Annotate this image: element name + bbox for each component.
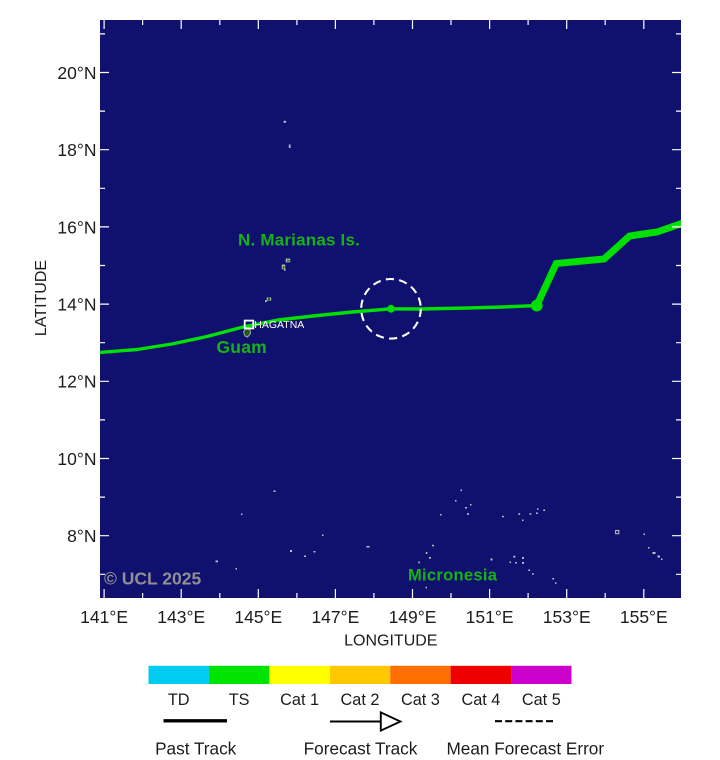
svg-text:14°N: 14°N (57, 295, 96, 315)
svg-text:153°E: 153°E (543, 607, 591, 627)
svg-text:20°N: 20°N (57, 63, 96, 83)
svg-text:N. Marianas Is.: N. Marianas Is. (238, 230, 360, 249)
svg-text:143°E: 143°E (157, 607, 205, 627)
svg-text:145°E: 145°E (234, 607, 282, 627)
svg-text:10°N: 10°N (57, 449, 96, 469)
svg-text:© UCL 2025: © UCL 2025 (104, 568, 201, 588)
svg-text:HAGATNA: HAGATNA (254, 319, 304, 331)
svg-text:16°N: 16°N (57, 217, 96, 237)
svg-text:TD: TD (168, 691, 190, 709)
svg-text:Mean Forecast Error: Mean Forecast Error (446, 738, 604, 755)
svg-text:Past Track: Past Track (155, 738, 237, 755)
svg-text:147°E: 147°E (311, 607, 359, 627)
svg-text:Cat 3: Cat 3 (401, 691, 440, 709)
svg-text:Guam: Guam (217, 337, 267, 357)
svg-text:LATITUDE: LATITUDE (33, 260, 50, 336)
svg-text:Micronesia: Micronesia (408, 567, 498, 585)
svg-text:151°E: 151°E (466, 607, 514, 627)
svg-text:149°E: 149°E (389, 607, 437, 627)
svg-text:141°E: 141°E (80, 607, 128, 627)
svg-text:TS: TS (229, 691, 250, 709)
svg-text:Cat 2: Cat 2 (341, 691, 380, 709)
svg-text:Cat 5: Cat 5 (522, 691, 561, 709)
svg-text:LONGITUDE: LONGITUDE (344, 633, 437, 650)
svg-text:8°N: 8°N (67, 526, 96, 546)
svg-text:155°E: 155°E (620, 607, 668, 627)
svg-text:12°N: 12°N (57, 372, 96, 392)
svg-text:Cat 1: Cat 1 (280, 691, 319, 709)
svg-text:18°N: 18°N (57, 140, 96, 160)
svg-text:Forecast Track: Forecast Track (304, 738, 418, 755)
svg-text:Cat 4: Cat 4 (461, 691, 500, 709)
